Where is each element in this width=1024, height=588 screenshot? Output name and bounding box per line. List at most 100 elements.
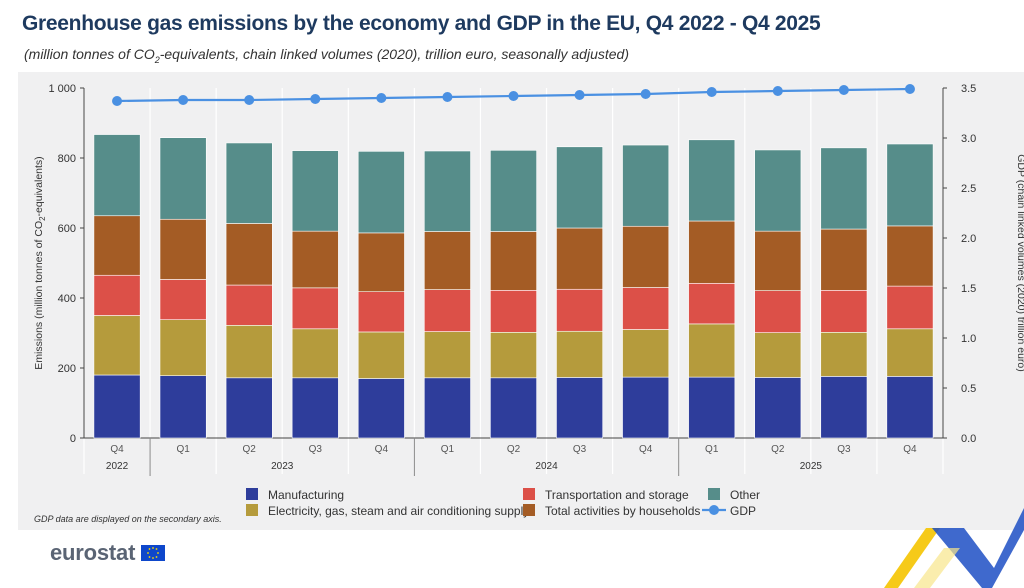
bar-transport xyxy=(93,274,141,316)
bar-other xyxy=(622,144,670,227)
bar-other xyxy=(93,134,141,217)
bar-electricity xyxy=(820,331,868,377)
bar-manufacturing xyxy=(159,375,207,439)
legend-swatch-manufacturing xyxy=(246,488,258,500)
legend-label: GDP xyxy=(730,504,756,518)
y2-tick-label: 1.5 xyxy=(961,283,976,295)
bar-transport xyxy=(754,290,802,333)
y-tick-label: 600 xyxy=(58,223,76,235)
bar-manufacturing xyxy=(556,377,604,439)
y-tick-label: 200 xyxy=(58,363,76,375)
y2-tick-label: 3.5 xyxy=(961,83,976,95)
bar-manufacturing xyxy=(754,377,802,439)
x-tick-label: Q1 xyxy=(176,444,190,455)
legend-swatch-other xyxy=(708,488,720,500)
gdp-point xyxy=(904,84,915,94)
bar-manufacturing xyxy=(225,377,273,439)
bar-households xyxy=(820,228,868,291)
x-tick-label: Q2 xyxy=(243,444,257,455)
y2-tick-label: 3.0 xyxy=(961,133,976,145)
gdp-point xyxy=(640,89,651,99)
x-tick-label: Q4 xyxy=(639,444,653,455)
y-tick-label: 400 xyxy=(58,293,76,305)
bar-electricity xyxy=(93,315,141,376)
bar-electricity xyxy=(886,328,934,377)
x-tick-label: Q2 xyxy=(771,444,785,455)
bar-transport xyxy=(159,279,207,320)
bar-transport xyxy=(490,290,537,333)
legend-label: Transportation and storage xyxy=(545,488,689,502)
bar-electricity xyxy=(159,319,207,376)
chart: 0 200 400 600 800 1 000 0.0 0.5 1.0 1.5 2.0 2.5 3.0 3… xyxy=(33,83,1024,518)
bar-households xyxy=(754,230,802,291)
gdp-point xyxy=(508,91,519,101)
chart-title: Greenhouse gas emissions by the economy … xyxy=(22,12,821,35)
bar-transport xyxy=(688,283,736,325)
gdp-point xyxy=(838,85,849,95)
logo-text: eurostat xyxy=(50,540,136,565)
x-tick-label: Q4 xyxy=(375,444,389,455)
bar-electricity xyxy=(490,331,537,379)
x-tick-label: Q3 xyxy=(309,444,323,455)
legend-label: Total activities by households xyxy=(545,504,700,518)
bar-manufacturing xyxy=(357,378,405,439)
bar-electricity xyxy=(291,328,339,379)
eu-flag-icon xyxy=(141,545,166,561)
bar-households xyxy=(357,232,405,292)
bar-manufacturing xyxy=(820,376,868,439)
y2-tick-label: 2.0 xyxy=(961,233,976,245)
bar-households xyxy=(886,225,934,287)
chart-panel: 0 200 400 600 800 1 000 0.0 0.5 1.0 1.5 2.0 2.5 3.0 3… xyxy=(18,72,1024,530)
bar-other xyxy=(291,150,339,232)
gdp-point xyxy=(574,90,585,100)
legend-label: Other xyxy=(730,488,760,502)
bar-households xyxy=(423,231,471,290)
y2-tick-label: 2.5 xyxy=(961,183,976,195)
x-tick-label: Q3 xyxy=(837,444,851,455)
bar-manufacturing xyxy=(622,376,670,439)
x-tick-label: Q1 xyxy=(441,444,455,455)
corner-decoration xyxy=(884,508,1024,588)
footnote: GDP data are displayed on the secondary … xyxy=(34,514,222,524)
legend-label: Manufacturing xyxy=(268,488,344,502)
bar-other xyxy=(423,150,471,232)
bar-households xyxy=(291,230,339,289)
bar-other xyxy=(754,149,802,232)
bar-households xyxy=(490,231,537,291)
bar-other xyxy=(225,142,273,224)
bar-electricity xyxy=(357,331,405,379)
year-label: 2022 xyxy=(106,461,129,472)
bar-households xyxy=(93,215,141,276)
gdp-point xyxy=(112,96,123,106)
x-tick-label: Q2 xyxy=(507,444,521,455)
legend-swatch-electricity xyxy=(246,504,258,516)
bar-other xyxy=(886,143,934,227)
x-tick-label: Q4 xyxy=(110,444,124,455)
y-tick-label: 1 000 xyxy=(48,83,76,95)
bar-transport xyxy=(556,288,604,332)
year-label: 2024 xyxy=(535,461,558,472)
bar-manufacturing xyxy=(886,376,934,439)
bar-manufacturing xyxy=(423,377,471,439)
bar-transport xyxy=(291,287,339,330)
gdp-point xyxy=(772,86,783,96)
year-label: 2023 xyxy=(271,461,294,472)
y-tick-label: 800 xyxy=(58,153,76,165)
bar-transport xyxy=(886,285,934,330)
gdp-point xyxy=(178,95,189,105)
bar-electricity xyxy=(754,332,802,378)
legend-label: Electricity, gas, steam and air conditio… xyxy=(268,504,529,518)
bar-households xyxy=(622,225,670,288)
bar-transport xyxy=(820,290,868,333)
gdp-point xyxy=(442,92,453,102)
gdp-point xyxy=(244,95,255,105)
bar-households xyxy=(556,227,604,290)
bar-other xyxy=(820,147,868,230)
bar-other xyxy=(556,146,604,229)
bar-manufacturing xyxy=(291,377,339,439)
bar-manufacturing xyxy=(490,377,537,439)
bar-households xyxy=(688,220,736,284)
bar-other xyxy=(357,151,405,234)
bar-manufacturing xyxy=(688,376,736,439)
y2-tick-label: 1.0 xyxy=(961,333,976,345)
